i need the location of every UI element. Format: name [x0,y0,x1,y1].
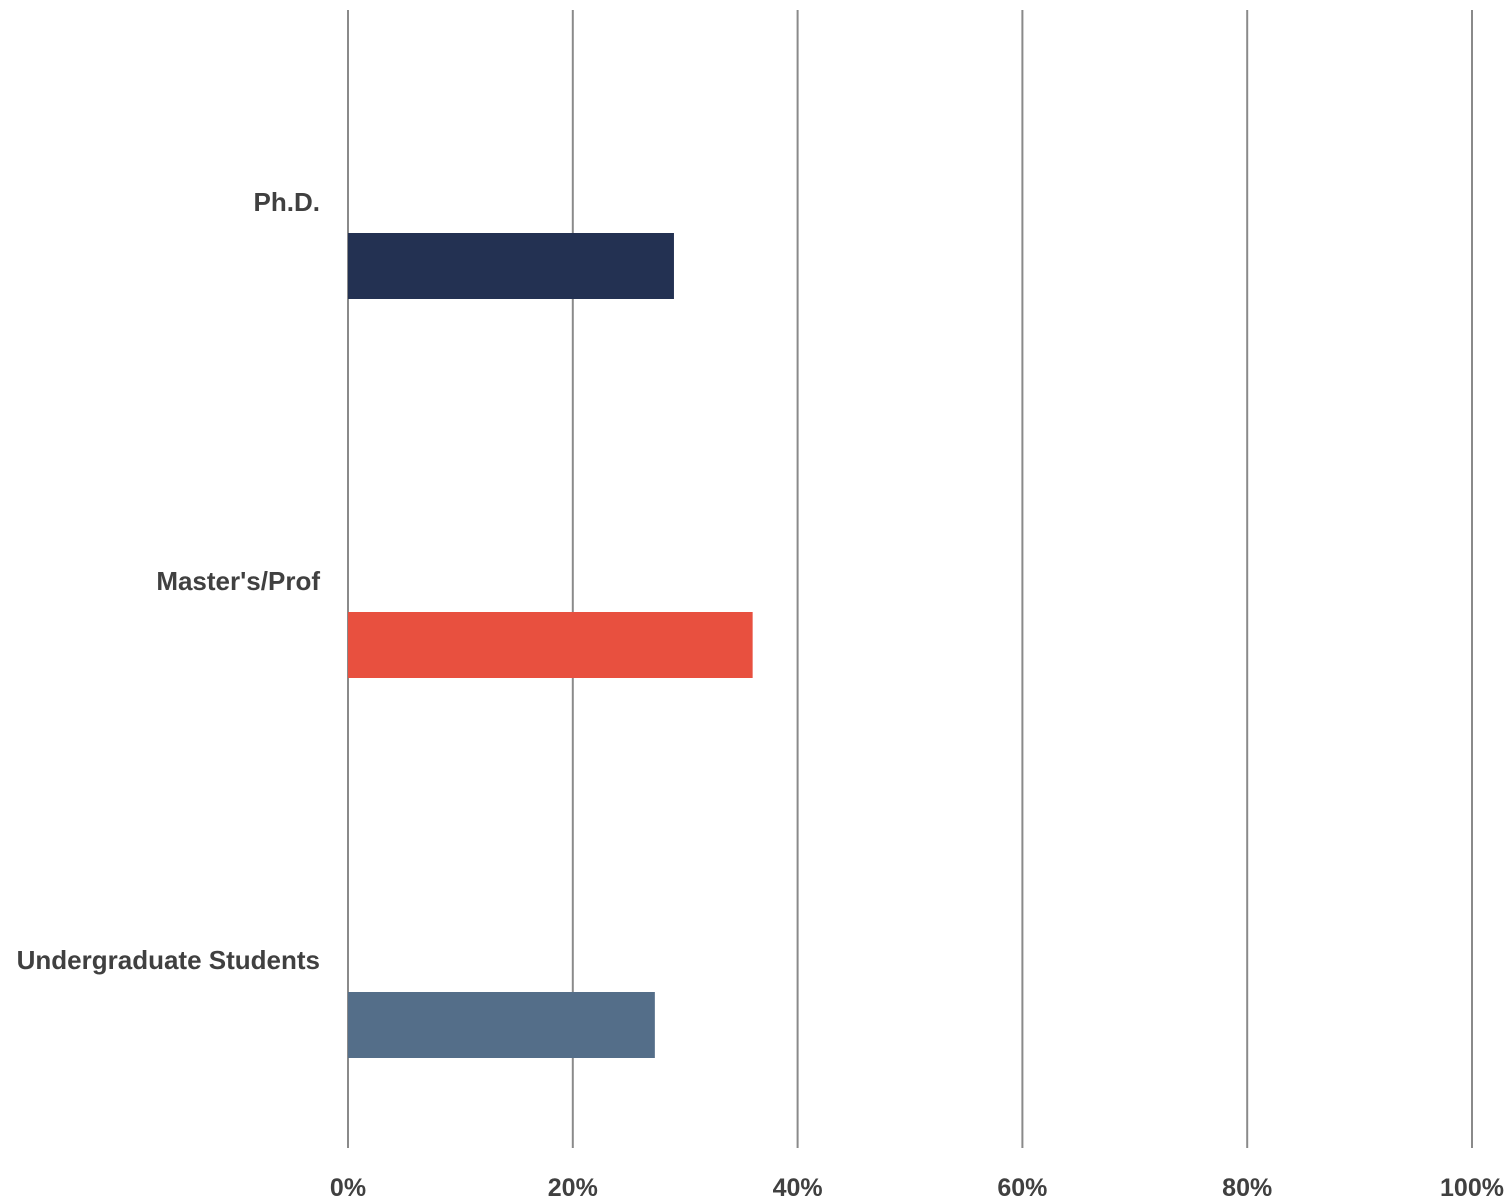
x-tick-label-20: 20% [548,1174,598,1198]
category-labels: Ph.D. Master's/Prof Undergraduate Students [17,187,321,975]
x-tick-label-60: 60% [997,1174,1047,1198]
x-tick-label-0: 0% [330,1174,366,1198]
bar-ph-d [348,233,674,299]
gridlines [347,10,1473,1148]
bars [348,233,753,1058]
bar-master-s-prof [348,612,753,678]
x-axis-tick-labels: 0% 20% 40% 60% 80% 100% [330,1174,1504,1198]
x-tick-label-80: 80% [1222,1174,1272,1198]
category-label-ph-d: Ph.D. [254,187,320,217]
bar-undergraduate-students [348,992,655,1058]
x-tick-label-40: 40% [773,1174,823,1198]
x-tick-label-100: 100% [1440,1174,1504,1198]
category-label-master-s-prof: Master's/Prof [156,566,320,596]
category-label-undergraduate-students: Undergraduate Students [17,945,320,975]
